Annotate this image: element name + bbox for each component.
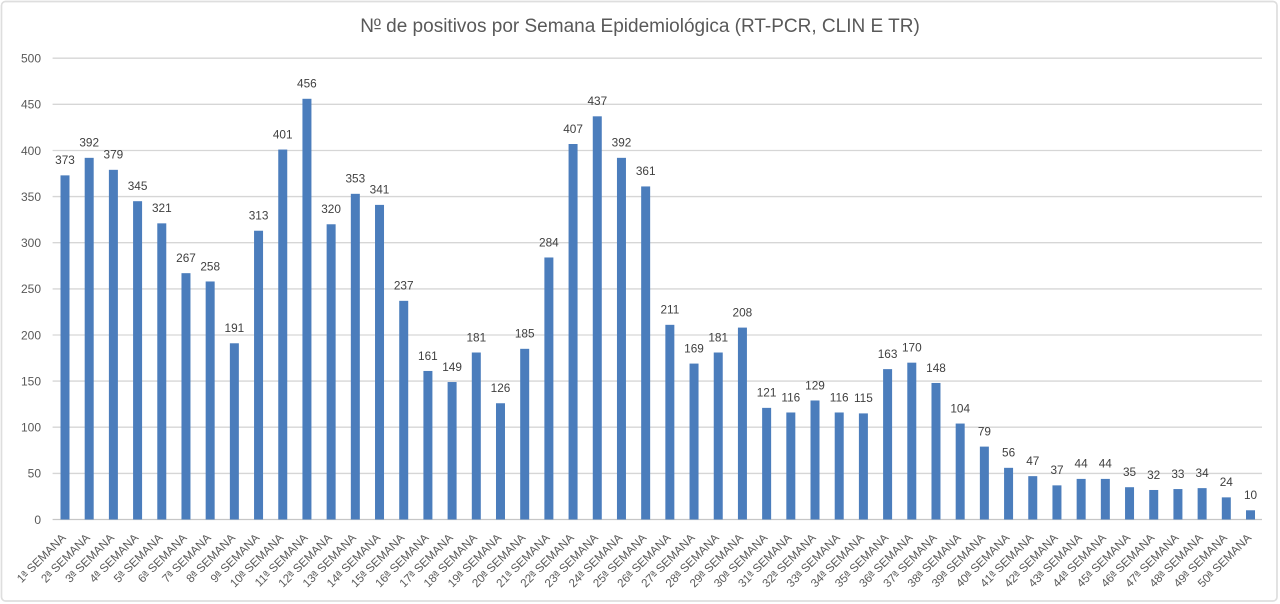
svg-text:161: 161 (418, 349, 438, 363)
svg-text:208: 208 (733, 305, 753, 319)
svg-text:50: 50 (28, 467, 42, 481)
svg-text:33: 33 (1171, 467, 1185, 481)
svg-text:456: 456 (297, 77, 317, 91)
svg-text:313: 313 (249, 209, 269, 223)
svg-text:353: 353 (345, 172, 365, 186)
svg-text:34: 34 (1196, 466, 1210, 480)
svg-text:126: 126 (491, 381, 511, 395)
svg-text:56: 56 (1002, 446, 1016, 460)
svg-text:373: 373 (55, 153, 75, 167)
svg-text:Nº de positivos por Semana Epi: Nº de positivos por Semana Epidemiológic… (360, 16, 920, 37)
svg-text:211: 211 (660, 303, 679, 317)
svg-text:44: 44 (1099, 457, 1113, 471)
svg-text:24: 24 (1220, 475, 1234, 489)
svg-text:169: 169 (684, 341, 704, 355)
svg-text:170: 170 (902, 341, 922, 355)
svg-text:321: 321 (152, 201, 172, 215)
svg-text:149: 149 (442, 360, 462, 374)
svg-text:237: 237 (394, 279, 414, 293)
svg-text:35: 35 (1123, 465, 1137, 479)
svg-text:116: 116 (781, 390, 800, 404)
svg-text:10: 10 (1244, 488, 1258, 502)
svg-text:150: 150 (21, 374, 41, 388)
svg-text:0: 0 (34, 513, 41, 527)
svg-text:79: 79 (978, 424, 991, 438)
svg-text:379: 379 (104, 148, 124, 162)
svg-text:121: 121 (757, 386, 777, 400)
svg-text:350: 350 (21, 190, 41, 204)
svg-text:116: 116 (830, 390, 849, 404)
svg-text:44: 44 (1075, 457, 1089, 471)
svg-text:320: 320 (321, 202, 341, 216)
svg-text:163: 163 (878, 347, 898, 361)
svg-text:258: 258 (200, 259, 220, 273)
svg-text:191: 191 (225, 321, 245, 335)
svg-text:200: 200 (21, 328, 41, 342)
svg-text:115: 115 (854, 391, 873, 405)
svg-text:450: 450 (21, 98, 41, 112)
svg-text:345: 345 (128, 179, 148, 193)
svg-text:392: 392 (79, 136, 99, 150)
svg-text:407: 407 (563, 122, 583, 136)
svg-text:361: 361 (636, 164, 656, 178)
svg-text:284: 284 (539, 235, 559, 249)
svg-text:250: 250 (21, 282, 41, 296)
svg-text:32: 32 (1147, 468, 1160, 482)
svg-text:437: 437 (587, 94, 607, 108)
svg-text:341: 341 (370, 183, 390, 197)
svg-text:401: 401 (273, 127, 293, 141)
svg-text:181: 181 (708, 330, 728, 344)
svg-text:37: 37 (1050, 463, 1063, 477)
svg-text:400: 400 (21, 144, 41, 158)
svg-text:267: 267 (176, 251, 196, 265)
svg-text:129: 129 (805, 378, 825, 392)
svg-text:47: 47 (1026, 454, 1039, 468)
svg-text:300: 300 (21, 236, 41, 250)
svg-text:392: 392 (612, 136, 632, 150)
svg-text:500: 500 (21, 52, 41, 66)
svg-text:148: 148 (926, 361, 946, 375)
svg-text:185: 185 (515, 327, 535, 341)
svg-text:104: 104 (950, 401, 970, 415)
svg-text:181: 181 (466, 330, 486, 344)
svg-text:100: 100 (21, 421, 41, 435)
